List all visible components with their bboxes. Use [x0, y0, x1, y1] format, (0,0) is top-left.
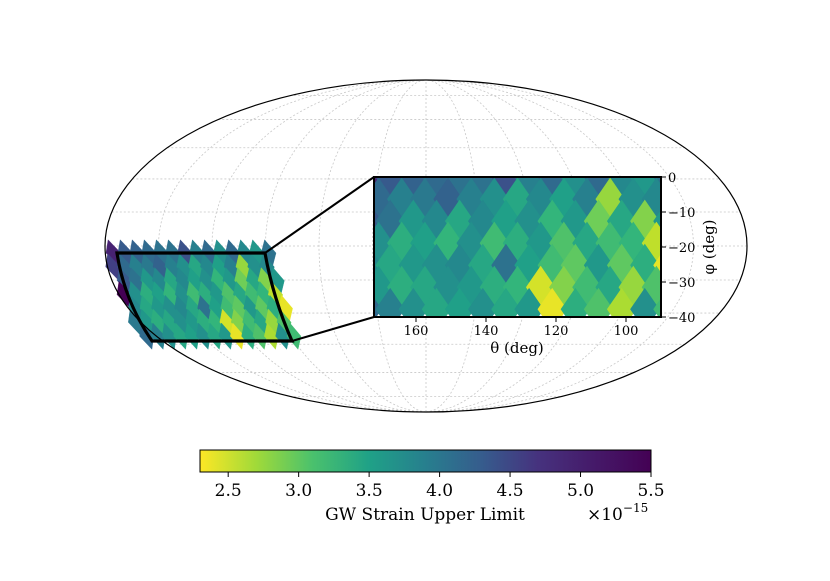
zoom-connector-top	[264, 176, 375, 254]
inset-x-tick-label: 100	[614, 324, 639, 339]
inset-y-tick-label: −30	[668, 276, 695, 291]
sky-cell	[275, 322, 290, 350]
colorbar-tick-label: 4.0	[426, 481, 453, 501]
inset-cells	[341, 177, 661, 317]
sky-cell	[230, 322, 245, 350]
inset-heatmap: 160 140 120 100 0 −10 −20 −30 −40 θ (deg) φ (de…	[341, 171, 718, 357]
colorbar-tick-label: 3.0	[285, 481, 312, 501]
inset-cell	[514, 287, 544, 317]
grid-meridian	[425, 80, 480, 412]
sky-cell	[184, 322, 200, 350]
sky-cell	[196, 322, 211, 350]
colorbar: 2.5 3.0 3.5 4.0 4.5 5.0 5.5 GW Strain Upper Li…	[199, 449, 665, 525]
inset-cell	[491, 287, 521, 317]
colorbar-tick-label: 5.0	[567, 481, 594, 501]
sky-map-outline	[104, 79, 748, 413]
sky-cell	[207, 322, 222, 350]
colorbar-tick-label: 5.5	[637, 481, 664, 501]
sky-cell	[264, 322, 279, 350]
sky-heatmap-cells	[105, 239, 302, 350]
inset-cell	[341, 222, 370, 264]
grid-meridian	[425, 80, 641, 412]
inset-cell	[398, 287, 429, 317]
inset-x-tick-label: 140	[474, 324, 499, 339]
inset-cell	[444, 287, 475, 317]
colorbar-exponent-power: −15	[623, 501, 648, 515]
inset-cell	[537, 287, 567, 317]
zoom-connector-bottom	[291, 316, 375, 342]
inset-cell	[375, 287, 405, 317]
inset-cell	[653, 298, 661, 317]
inset-x-axis-label: θ (deg)	[490, 339, 544, 357]
sky-cell	[173, 322, 188, 350]
colorbar-tick-label: 2.5	[215, 481, 242, 501]
inset-cell	[421, 287, 452, 317]
inset-cell	[341, 266, 370, 308]
colorbar-gradient	[199, 449, 652, 473]
inset-cell	[606, 287, 637, 317]
colorbar-ticks: 2.5 3.0 3.5 4.0 4.5 5.0 5.5	[215, 472, 665, 501]
colorbar-tick-label: 3.5	[356, 481, 383, 501]
inset-y-tick-label: −20	[668, 241, 695, 256]
inset-cell	[468, 287, 498, 317]
sky-map	[104, 79, 748, 413]
inset-cell	[560, 287, 591, 317]
colorbar-label: GW Strain Upper Limit	[325, 505, 525, 525]
sky-cell	[252, 322, 268, 350]
inset-cell	[630, 287, 660, 317]
inset-x-tick-label: 160	[404, 324, 429, 339]
inset-y-tick-label: −40	[668, 311, 695, 326]
inset-y-axis-label: φ (deg)	[700, 219, 718, 274]
inset-cell	[341, 178, 370, 220]
sky-cell	[218, 322, 234, 350]
colorbar-tick-label: 4.5	[497, 481, 524, 501]
inset-x-tick-label: 120	[544, 324, 569, 339]
inset-y-tick-label: 0	[668, 171, 676, 186]
inset-y-ticks: 0 −10 −20 −30 −40	[661, 171, 695, 326]
colorbar-exponent: ×10−15	[587, 501, 648, 525]
colorbar-exponent-base: ×10	[587, 505, 623, 525]
inset-y-tick-label: −10	[668, 206, 695, 221]
sky-cell	[241, 322, 256, 350]
inset-cell	[583, 287, 614, 317]
inset-x-ticks: 160 140 120 100	[404, 317, 639, 339]
